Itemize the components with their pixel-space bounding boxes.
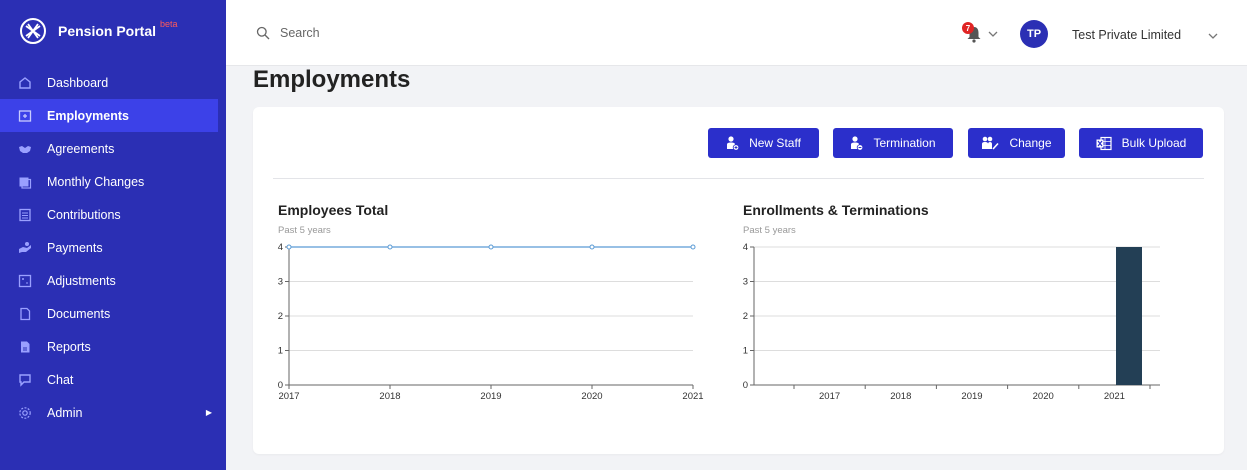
employments-card: New Staff Termination Change Bulk Upload… — [253, 107, 1224, 454]
data-point — [286, 244, 292, 250]
change-button[interactable]: Change — [968, 128, 1065, 158]
termination-label: Termination — [873, 136, 936, 150]
search-icon — [256, 26, 270, 40]
document-icon — [18, 307, 32, 321]
sidebar-item-admin[interactable]: Admin ▶ — [0, 396, 226, 429]
sidebar-item-agreements[interactable]: Agreements — [0, 132, 226, 165]
chart-title: Employees Total — [278, 202, 389, 218]
termination-button[interactable]: Termination — [833, 128, 953, 158]
new-staff-label: New Staff — [749, 136, 801, 150]
adjustments-icon — [18, 274, 32, 288]
payment-hand-icon — [18, 241, 32, 255]
sidebar-item-label: Agreements — [47, 141, 115, 156]
bulk-upload-label: Bulk Upload — [1121, 136, 1187, 150]
chat-icon — [18, 373, 32, 387]
add-person-icon — [727, 135, 740, 151]
chevron-down-icon[interactable] — [1208, 32, 1218, 40]
sidebar-item-label: Reports — [47, 339, 91, 354]
sidebar-item-monthly-changes[interactable]: Monthly Changes — [0, 165, 226, 198]
handshake-icon — [18, 142, 32, 156]
y-tick-label: 3 — [743, 277, 748, 288]
avatar[interactable]: TP — [1020, 20, 1048, 48]
top-bar: 7 TP Test Private Limited — [226, 0, 1247, 66]
employees-total-chart: 0 1 2 3 4 2017 2018 2019 2020 2021 — [278, 242, 704, 402]
sidebar-item-documents[interactable]: Documents — [0, 297, 226, 330]
brand[interactable]: Pension Portal beta — [0, 0, 226, 62]
bar — [1116, 247, 1142, 385]
x-tick-label: 2020 — [1033, 391, 1054, 402]
sidebar-item-label: Admin — [47, 405, 83, 420]
y-tick-label: 4 — [743, 242, 748, 253]
sidebar-item-payments[interactable]: Payments — [0, 231, 226, 264]
excel-icon — [1096, 136, 1112, 150]
sidebar-item-label: Dashboard — [47, 75, 109, 90]
x-tick-label: 2018 — [890, 391, 911, 402]
sidebar-item-label: Chat — [47, 372, 74, 387]
sidebar-item-label: Adjustments — [47, 273, 116, 288]
data-point — [387, 244, 393, 250]
sidebar-item-label: Employments — [47, 108, 129, 123]
divider — [273, 178, 1204, 179]
y-tick-label: 0 — [278, 380, 283, 391]
search-box — [256, 26, 580, 40]
sidebar-item-label: Payments — [47, 240, 103, 255]
y-tick-label: 0 — [743, 380, 748, 391]
y-tick-label: 1 — [743, 346, 748, 357]
sidebar-item-dashboard[interactable]: Dashboard — [0, 66, 226, 99]
change-label: Change — [1009, 136, 1052, 150]
sidebar-item-chat[interactable]: Chat — [0, 363, 226, 396]
notification-count-badge: 7 — [962, 22, 974, 34]
sidebar-item-employments[interactable]: Employments — [0, 99, 218, 132]
sidebar-item-label: Documents — [47, 306, 111, 321]
x-tick-label: 2017 — [278, 391, 299, 402]
data-point — [589, 244, 595, 250]
data-point — [690, 244, 696, 250]
gear-icon — [18, 406, 32, 420]
sidebar-item-label: Monthly Changes — [47, 174, 145, 189]
x-tick-label: 2018 — [379, 391, 400, 402]
y-tick-label: 2 — [278, 311, 283, 322]
new-staff-button[interactable]: New Staff — [708, 128, 819, 158]
data-point — [488, 244, 494, 250]
people-edit-icon — [982, 136, 1000, 150]
y-tick-label: 1 — [278, 346, 283, 357]
y-tick-label: 4 — [278, 242, 283, 253]
beta-badge: beta — [160, 19, 178, 29]
x-tick-label: 2019 — [961, 391, 982, 402]
x-tick-label: 2019 — [480, 391, 501, 402]
app-name: Pension Portal — [58, 23, 157, 39]
y-tick-label: 2 — [743, 311, 748, 322]
chart-title: Enrollments & Terminations — [743, 202, 929, 218]
page-title: Employments — [253, 66, 411, 93]
sidebar-item-contributions[interactable]: Contributions — [0, 198, 226, 231]
x-tick-label: 2020 — [581, 391, 602, 402]
enrollments-terminations-chart: 0 1 2 3 4 2017 2018 2019 2020 2021 — [743, 242, 1160, 402]
sidebar-item-label: Contributions — [47, 207, 121, 222]
sidebar-nav: Dashboard Employments Agreements Monthly… — [0, 62, 226, 429]
dashboard-icon — [18, 76, 32, 90]
logo-icon — [20, 18, 46, 44]
contributions-icon — [18, 208, 32, 222]
company-name[interactable]: Test Private Limited — [1072, 28, 1182, 42]
employments-icon — [18, 109, 32, 123]
x-tick-label: 2017 — [819, 391, 840, 402]
x-tick-label: 2021 — [1104, 391, 1125, 402]
submenu-arrow-icon: ▶ — [205, 408, 212, 417]
sidebar-item-reports[interactable]: Reports — [0, 330, 226, 363]
bulk-upload-button[interactable]: Bulk Upload — [1079, 128, 1203, 158]
chart-subtitle: Past 5 years — [278, 225, 331, 236]
search-input[interactable] — [280, 26, 580, 40]
calendar-changes-icon — [18, 175, 32, 189]
sidebar-item-adjustments[interactable]: Adjustments — [0, 264, 226, 297]
reports-icon — [18, 340, 32, 354]
sidebar: Pension Portal beta Dashboard Employment… — [0, 0, 226, 470]
chart-subtitle: Past 5 years — [743, 225, 796, 236]
x-tick-label: 2021 — [682, 391, 703, 402]
chevron-down-icon[interactable] — [988, 30, 998, 38]
y-tick-label: 3 — [278, 277, 283, 288]
remove-person-icon — [851, 135, 864, 151]
